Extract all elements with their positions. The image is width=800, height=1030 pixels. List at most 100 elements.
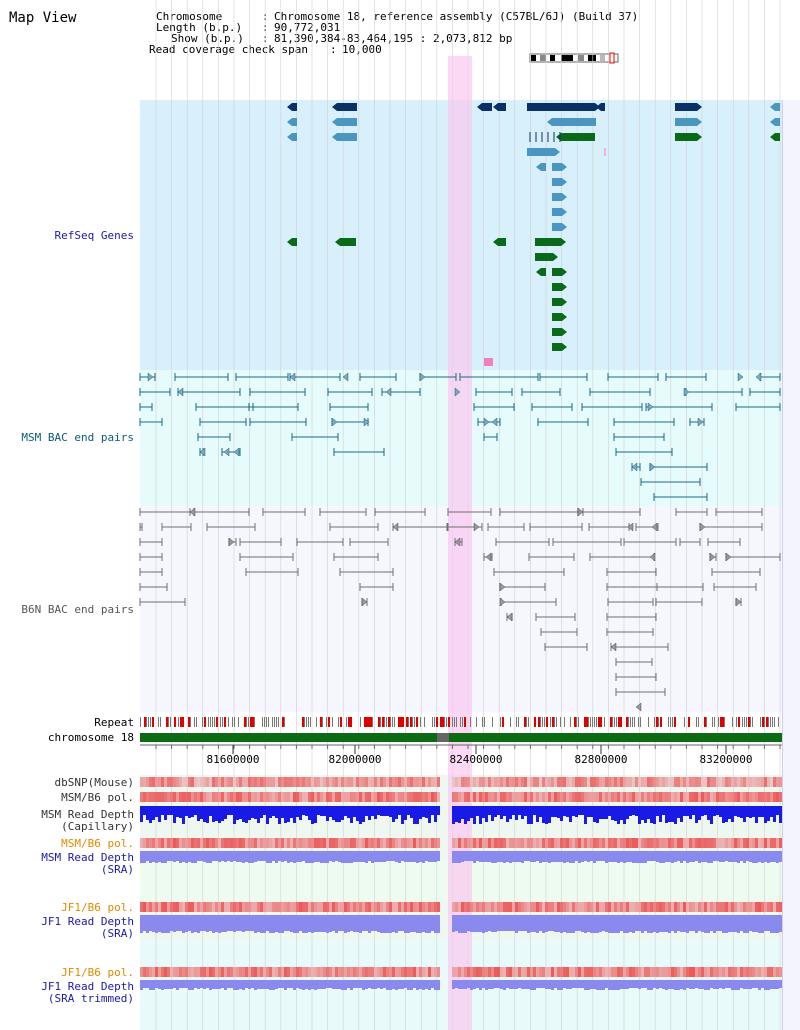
- repeat-element: [712, 717, 713, 727]
- read-depth-bin: [161, 980, 164, 990]
- polymorphism-bin: [506, 777, 509, 787]
- repeat-element: [440, 717, 442, 727]
- label-b6n-bac[interactable]: B6N BAC end pairs: [21, 603, 134, 616]
- polymorphism-bin: [290, 967, 293, 977]
- polymorphism-bin: [650, 838, 653, 848]
- polymorphism-bin: [179, 967, 182, 977]
- read-depth-bin: [224, 915, 227, 932]
- polymorphism-bin: [596, 792, 599, 802]
- read-depth-bin: [563, 980, 566, 988]
- polymorphism-bin: [698, 777, 701, 787]
- refseq-gene-features[interactable]: [287, 103, 780, 366]
- polymorphism-bin: [353, 967, 356, 977]
- repeat-element: [744, 717, 745, 727]
- read-depth-bin: [374, 915, 377, 931]
- repeat-element: [746, 717, 747, 727]
- read-depth-bin: [173, 851, 176, 862]
- repeat-element: [550, 717, 551, 727]
- polymorphism-bin: [779, 967, 782, 977]
- polymorphism-bin: [590, 838, 593, 848]
- read-depth-bin: [674, 851, 677, 862]
- read-depth-bin: [200, 915, 203, 931]
- polymorphism-bin: [386, 777, 389, 787]
- polymorphism-bin: [716, 902, 719, 912]
- repeat-element: [588, 717, 589, 727]
- polymorphism-bin: [200, 777, 203, 787]
- polymorphism-bin: [467, 967, 470, 977]
- polymorphism-bin: [179, 838, 182, 848]
- polymorphism-bin: [728, 777, 731, 787]
- read-depth-bin: [386, 806, 389, 816]
- read-depth-bin: [578, 915, 581, 931]
- polymorphism-bin: [644, 777, 647, 787]
- polymorphism-bin: [374, 777, 377, 787]
- polymorphism-bin: [578, 777, 581, 787]
- bac-end-marker: [342, 372, 349, 382]
- vertical-scrollbar[interactable]: [782, 100, 800, 1030]
- polymorphism-bin: [437, 902, 440, 912]
- polymorphism-bin: [734, 838, 737, 848]
- read-depth-bin: [239, 851, 242, 862]
- polymorphism-bin: [335, 838, 338, 848]
- chromosome-ideogram[interactable]: [528, 52, 622, 64]
- polymorphism-bin: [455, 902, 458, 912]
- polymorphism-bin: [404, 777, 407, 787]
- gene-strand-arrow: [332, 118, 337, 126]
- read-depth-bin: [395, 851, 398, 862]
- polymorphism-bin: [374, 838, 377, 848]
- polymorphism-bin: [527, 838, 530, 848]
- repeat-element: [448, 717, 450, 727]
- polymorphism-bin: [416, 838, 419, 848]
- polymorphism-bin: [416, 792, 419, 802]
- read-depth-bin: [557, 806, 560, 818]
- polymorphism-bin: [152, 777, 155, 787]
- polymorphism-bin: [437, 792, 440, 802]
- read-depth-bin: [656, 806, 659, 816]
- read-depth-bin: [527, 980, 530, 989]
- polymorphism-bin: [263, 902, 266, 912]
- polymorphism-bin: [194, 777, 197, 787]
- read-depth-bin: [602, 980, 605, 990]
- polymorphism-bin: [626, 838, 629, 848]
- read-depth-bin: [683, 851, 686, 861]
- polymorphism-bin: [554, 838, 557, 848]
- gene-exon: [552, 163, 562, 171]
- label-refseq-genes[interactable]: RefSeq Genes: [54, 229, 134, 242]
- polymorphism-bin: [590, 792, 593, 802]
- polymorphism-bin: [761, 792, 764, 802]
- msm-bac-features[interactable]: [139, 372, 781, 501]
- read-depth-bin: [206, 851, 209, 863]
- read-depth-bin: [380, 915, 383, 933]
- polymorphism-bin: [404, 967, 407, 977]
- polymorphism-bin: [683, 838, 686, 848]
- polymorphism-bin: [689, 967, 692, 977]
- read-depth-bin: [524, 980, 527, 989]
- label-msm-bac[interactable]: MSM BAC end pairs: [21, 431, 134, 444]
- label-msm-depth-sra: MSM Read Depth: [41, 851, 134, 864]
- polymorphism-bin: [734, 777, 737, 787]
- polymorphism-bin: [320, 902, 323, 912]
- read-depth-bin: [560, 851, 563, 862]
- polymorphism-bin: [365, 902, 368, 912]
- read-depth-bin: [395, 980, 398, 990]
- polymorphism-bin: [515, 777, 518, 787]
- gene-strand-arrow: [562, 343, 567, 351]
- polymorphism-bin: [551, 967, 554, 977]
- polymorphism-bin: [656, 792, 659, 802]
- gene-exon: [675, 103, 697, 111]
- read-depth-bin: [338, 851, 341, 862]
- polymorphism-bin: [674, 967, 677, 977]
- b6n-bac-features[interactable]: [139, 507, 781, 712]
- polymorphism-bin: [590, 967, 593, 977]
- read-depth-bin: [572, 806, 575, 816]
- polymorphism-bin: [650, 967, 653, 977]
- read-depth-bin: [356, 806, 359, 821]
- repeat-element: [140, 717, 141, 727]
- repeat-element: [526, 717, 527, 727]
- polymorphism-bin: [482, 902, 485, 912]
- polymorphism-bin: [617, 967, 620, 977]
- polymorphism-bin: [347, 967, 350, 977]
- read-depth-bin: [461, 980, 464, 989]
- polymorphism-bin: [491, 777, 494, 787]
